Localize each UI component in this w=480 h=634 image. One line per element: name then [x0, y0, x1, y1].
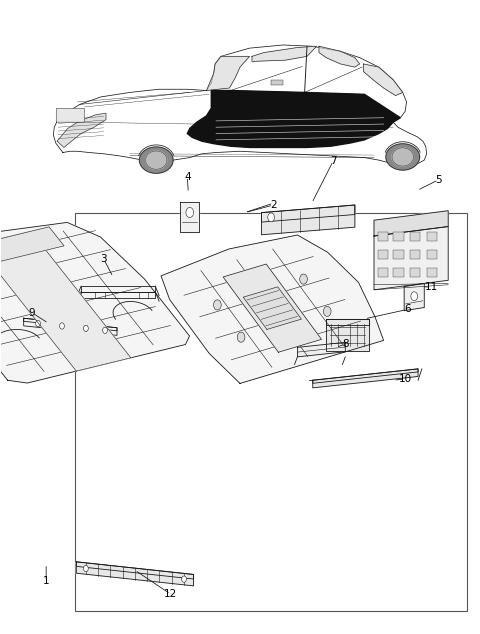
Polygon shape	[326, 319, 369, 351]
Bar	[410, 232, 420, 241]
Polygon shape	[298, 342, 345, 357]
Text: 11: 11	[425, 282, 438, 292]
Polygon shape	[24, 318, 117, 331]
Polygon shape	[53, 45, 427, 167]
Text: 12: 12	[164, 589, 177, 599]
Circle shape	[186, 207, 193, 217]
Polygon shape	[161, 235, 384, 384]
Bar	[378, 232, 388, 241]
Polygon shape	[0, 223, 190, 383]
Circle shape	[84, 566, 88, 572]
Text: 3: 3	[100, 254, 107, 264]
Polygon shape	[206, 56, 250, 91]
Polygon shape	[223, 264, 322, 353]
Bar	[393, 250, 404, 259]
Text: 10: 10	[398, 374, 412, 384]
Polygon shape	[386, 144, 420, 170]
Polygon shape	[262, 205, 355, 222]
Circle shape	[214, 300, 221, 310]
Text: 5: 5	[435, 175, 442, 184]
Polygon shape	[145, 151, 167, 169]
Polygon shape	[252, 46, 317, 61]
Polygon shape	[180, 202, 199, 232]
Polygon shape	[0, 227, 64, 268]
Polygon shape	[404, 283, 424, 311]
Polygon shape	[187, 91, 400, 148]
Circle shape	[84, 325, 88, 332]
Bar	[393, 268, 404, 276]
Polygon shape	[363, 64, 403, 96]
Bar	[75, 212, 468, 611]
Polygon shape	[0, 231, 131, 371]
Circle shape	[103, 327, 108, 333]
Circle shape	[36, 320, 40, 327]
Circle shape	[324, 306, 331, 316]
Circle shape	[411, 292, 418, 301]
FancyBboxPatch shape	[56, 108, 84, 122]
Polygon shape	[392, 148, 413, 166]
Polygon shape	[76, 562, 193, 586]
Polygon shape	[76, 562, 193, 579]
Polygon shape	[81, 286, 156, 292]
Bar	[410, 250, 420, 259]
Bar	[410, 268, 420, 276]
Circle shape	[60, 323, 64, 329]
Polygon shape	[319, 46, 360, 67]
Bar	[378, 268, 388, 276]
Circle shape	[237, 332, 245, 342]
Polygon shape	[139, 147, 173, 173]
Bar	[378, 250, 388, 259]
Text: 1: 1	[43, 576, 49, 586]
Circle shape	[181, 576, 186, 582]
Bar	[427, 250, 437, 259]
Bar	[271, 81, 283, 86]
Text: 2: 2	[270, 200, 277, 210]
Polygon shape	[262, 205, 355, 235]
Polygon shape	[374, 226, 448, 290]
Polygon shape	[243, 287, 301, 330]
Text: 6: 6	[404, 304, 411, 314]
Circle shape	[268, 213, 275, 222]
Polygon shape	[313, 369, 418, 384]
Bar	[427, 232, 437, 241]
Text: 7: 7	[330, 156, 336, 165]
Polygon shape	[374, 210, 448, 236]
Polygon shape	[24, 318, 117, 335]
Text: 9: 9	[28, 307, 35, 318]
Polygon shape	[81, 292, 156, 298]
Bar	[393, 232, 404, 241]
Polygon shape	[313, 369, 418, 388]
Polygon shape	[326, 319, 369, 325]
Polygon shape	[57, 113, 106, 148]
Circle shape	[300, 274, 307, 284]
Bar	[427, 268, 437, 276]
Text: 8: 8	[342, 339, 348, 349]
Text: 4: 4	[184, 172, 191, 181]
